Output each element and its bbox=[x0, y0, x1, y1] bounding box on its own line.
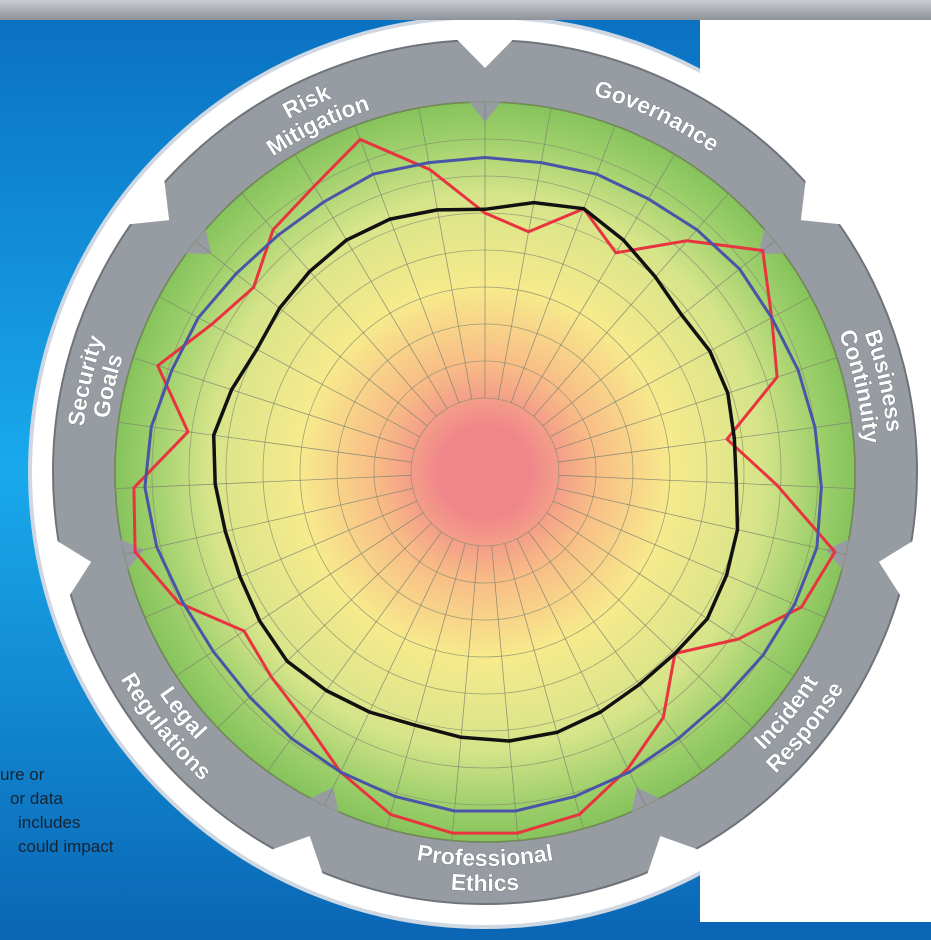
spoke bbox=[158, 296, 421, 438]
spoke bbox=[542, 240, 775, 427]
top-bar bbox=[0, 0, 931, 20]
spoke bbox=[546, 512, 795, 677]
spoke bbox=[324, 538, 454, 806]
spoke bbox=[555, 357, 838, 450]
ring-notch bbox=[454, 37, 516, 68]
spoke bbox=[552, 500, 826, 618]
spoke bbox=[144, 500, 418, 618]
ring-notch bbox=[268, 835, 324, 878]
spoke bbox=[504, 543, 584, 829]
series-line bbox=[211, 200, 740, 743]
spoke bbox=[497, 107, 552, 400]
spoke bbox=[175, 512, 424, 677]
note-line: or data bbox=[10, 789, 63, 808]
spoke bbox=[124, 488, 413, 555]
ring-notch bbox=[646, 835, 702, 878]
spoke bbox=[386, 543, 466, 829]
disc-notch bbox=[631, 787, 661, 813]
spoke bbox=[294, 154, 448, 409]
note-line: ure or bbox=[0, 765, 45, 784]
spoke bbox=[418, 107, 473, 400]
notes: ure or or data includes could impact bbox=[0, 765, 114, 856]
spoke bbox=[267, 531, 442, 772]
ring-notch bbox=[878, 539, 916, 599]
spoke bbox=[549, 296, 812, 438]
spoke bbox=[217, 522, 432, 728]
spoke bbox=[115, 474, 412, 489]
ring-notch bbox=[125, 177, 170, 225]
disc-notch bbox=[185, 228, 212, 254]
category-label: Ethics bbox=[450, 869, 520, 896]
note-line: includes bbox=[18, 813, 80, 832]
ring-notch bbox=[54, 539, 92, 599]
spoke bbox=[195, 240, 428, 427]
spoke bbox=[516, 538, 646, 806]
bottom-bar bbox=[0, 922, 931, 940]
spoke bbox=[557, 488, 846, 555]
spoke bbox=[132, 357, 415, 450]
spoke bbox=[522, 154, 676, 409]
spoke bbox=[354, 125, 460, 403]
spoke bbox=[558, 474, 855, 489]
spoke bbox=[538, 522, 753, 728]
ring-notch bbox=[800, 177, 845, 225]
spoke bbox=[510, 125, 616, 403]
spoke bbox=[118, 421, 412, 463]
spoke bbox=[558, 421, 852, 463]
category-label-line: Ethics bbox=[450, 868, 520, 896]
note-line: could impact bbox=[18, 837, 114, 856]
series-line bbox=[132, 137, 837, 835]
spoke bbox=[491, 545, 519, 841]
series-line bbox=[143, 156, 823, 813]
disc-notch bbox=[758, 228, 785, 254]
spoke bbox=[451, 545, 479, 841]
disc-notch bbox=[309, 787, 339, 813]
spoke bbox=[528, 531, 703, 772]
